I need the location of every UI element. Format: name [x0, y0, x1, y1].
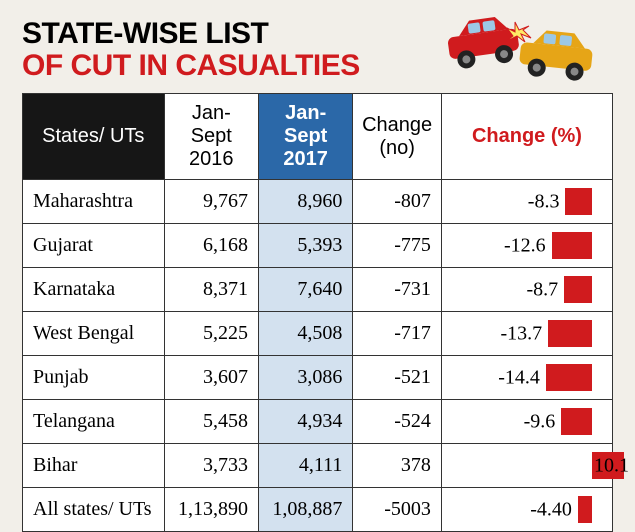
cell-change-pct: -8.7 [441, 268, 612, 312]
cell-state: Telangana [23, 400, 165, 444]
cell-state: Karnataka [23, 268, 165, 312]
table-row: Bihar3,7334,11137810.1 [23, 444, 613, 488]
cell-2017: 5,393 [258, 224, 352, 268]
cell-state: Bihar [23, 444, 165, 488]
cell-2016: 5,458 [164, 400, 258, 444]
table-row: Telangana5,4584,934-524 -9.6 [23, 400, 613, 444]
cell-state: Maharashtra [23, 180, 165, 224]
col-header-state: States/ UTs [23, 94, 165, 180]
table-row: Gujarat6,1685,393-775 -12.6 [23, 224, 613, 268]
cell-change-no: -521 [353, 356, 442, 400]
cell-change-pct: -14.4 [441, 356, 612, 400]
cell-2016: 9,767 [164, 180, 258, 224]
cell-change-no: -524 [353, 400, 442, 444]
cell-change-pct: -13.7 [441, 312, 612, 356]
col-header-2017: Jan-Sept 2017 [258, 94, 352, 180]
col-header-change-no: Change (no) [353, 94, 442, 180]
change-pct-label: 10.1 [594, 454, 629, 477]
cell-state: Punjab [23, 356, 165, 400]
cell-2017: 4,934 [258, 400, 352, 444]
table-row: Maharashtra9,7678,960-807 -8.3 [23, 180, 613, 224]
cell-2016: 6,168 [164, 224, 258, 268]
table-row: Punjab3,6073,086-521 -14.4 [23, 356, 613, 400]
table-row: Karnataka8,3717,640-731 -8.7 [23, 268, 613, 312]
change-bar [552, 232, 592, 259]
col-header-2016: Jan-Sept 2016 [164, 94, 258, 180]
change-pct-label: -8.3 [528, 190, 564, 213]
cell-change-pct: -12.6 [441, 224, 612, 268]
table-row: West Bengal5,2254,508-717 -13.7 [23, 312, 613, 356]
cell-change-no: 378 [353, 444, 442, 488]
cell-change-pct: -9.6 [441, 400, 612, 444]
cell-2016: 3,607 [164, 356, 258, 400]
cell-change-no: -717 [353, 312, 442, 356]
cell-change-pct: -8.3 [441, 180, 612, 224]
cell-state: All states/ UTs [23, 488, 165, 532]
cell-state: West Bengal [23, 312, 165, 356]
change-pct-label: -9.6 [524, 410, 560, 433]
change-bar [564, 276, 592, 303]
change-pct-label: -13.7 [501, 322, 547, 345]
table-header-row: States/ UTs Jan-Sept 2016 Jan-Sept 2017 … [23, 94, 613, 180]
change-bar [548, 320, 592, 347]
cell-2017: 1,08,887 [258, 488, 352, 532]
table-row: All states/ UTs1,13,8901,08,887-5003-4.4… [23, 488, 613, 532]
car-crash-icon [435, 12, 605, 82]
change-bar [546, 364, 592, 391]
cell-change-no: -807 [353, 180, 442, 224]
change-pct-label: -8.7 [527, 278, 563, 301]
cell-2016: 8,371 [164, 268, 258, 312]
casualties-table: States/ UTs Jan-Sept 2016 Jan-Sept 2017 … [22, 93, 613, 532]
col-header-change-pct: Change (%) [441, 94, 612, 180]
change-bar [578, 496, 592, 523]
cell-2017: 8,960 [258, 180, 352, 224]
change-bar [565, 188, 592, 215]
change-pct-label: -12.6 [504, 234, 550, 257]
table-body: Maharashtra9,7678,960-807 -8.3 Gujarat6,16… [23, 180, 613, 532]
change-pct-label: -14.4 [498, 366, 544, 389]
cell-change-no: -775 [353, 224, 442, 268]
cell-2016: 1,13,890 [164, 488, 258, 532]
cell-state: Gujarat [23, 224, 165, 268]
cell-change-no: -731 [353, 268, 442, 312]
cell-2017: 4,508 [258, 312, 352, 356]
cell-2017: 3,086 [258, 356, 352, 400]
cell-change-pct: -4.40 [441, 488, 612, 532]
cell-change-no: -5003 [353, 488, 442, 532]
cell-2017: 7,640 [258, 268, 352, 312]
cell-2016: 3,733 [164, 444, 258, 488]
change-bar [561, 408, 592, 435]
cell-2016: 5,225 [164, 312, 258, 356]
cell-change-pct: 10.1 [441, 444, 612, 488]
cell-2017: 4,111 [258, 444, 352, 488]
